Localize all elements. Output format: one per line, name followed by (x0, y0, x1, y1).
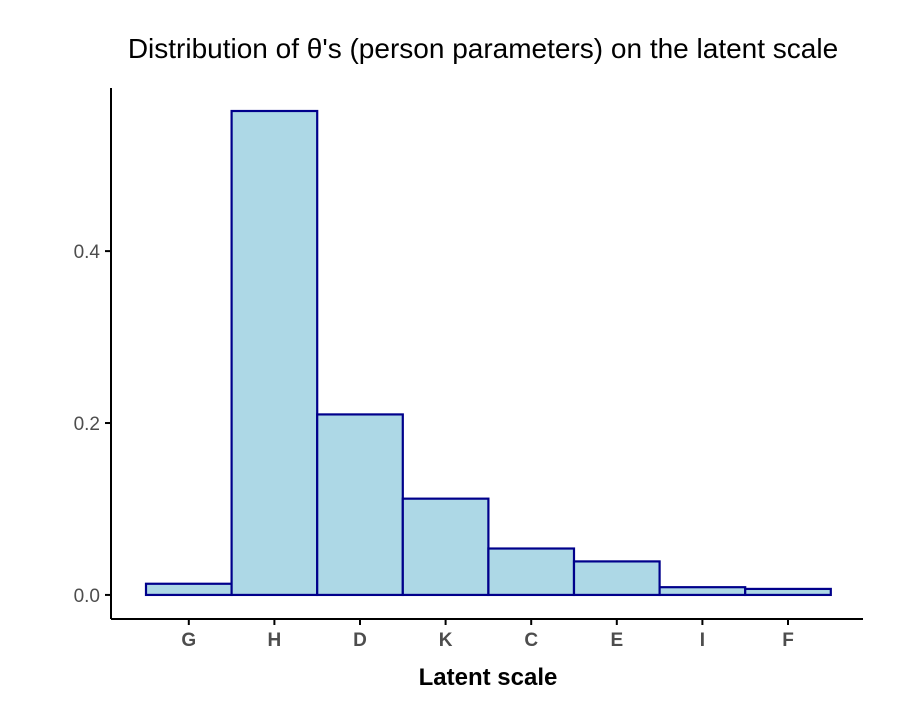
bar-D (316, 413, 404, 597)
x-tick-label-G: G (181, 630, 196, 651)
bar-E (572, 560, 661, 597)
bar-K (401, 497, 490, 597)
x-tick-label-H: H (268, 630, 282, 651)
x-tick-label-C: C (524, 630, 538, 651)
bar-F (744, 587, 832, 597)
bar-H (230, 109, 319, 597)
x-tick-label-E: E (610, 630, 623, 651)
x-tick-label-I: I (700, 630, 705, 651)
bar-G (144, 582, 233, 597)
y-tick-label: 0.0 (74, 586, 100, 607)
y-tick-label: 0.4 (74, 242, 101, 263)
chart-title: Distribution of θ's (person parameters) … (128, 33, 838, 64)
bar-C (487, 547, 576, 597)
x-tick-label-F: F (782, 630, 794, 651)
bar-I (658, 586, 747, 597)
bars-group (144, 109, 832, 597)
x-tick-label-D: D (353, 630, 367, 651)
y-axis: 0.0 0.2 0.4 (74, 88, 112, 619)
x-axis-title: Latent scale (419, 664, 558, 691)
x-tick-label-K: K (439, 630, 453, 651)
y-tick-label: 0.2 (74, 414, 100, 435)
